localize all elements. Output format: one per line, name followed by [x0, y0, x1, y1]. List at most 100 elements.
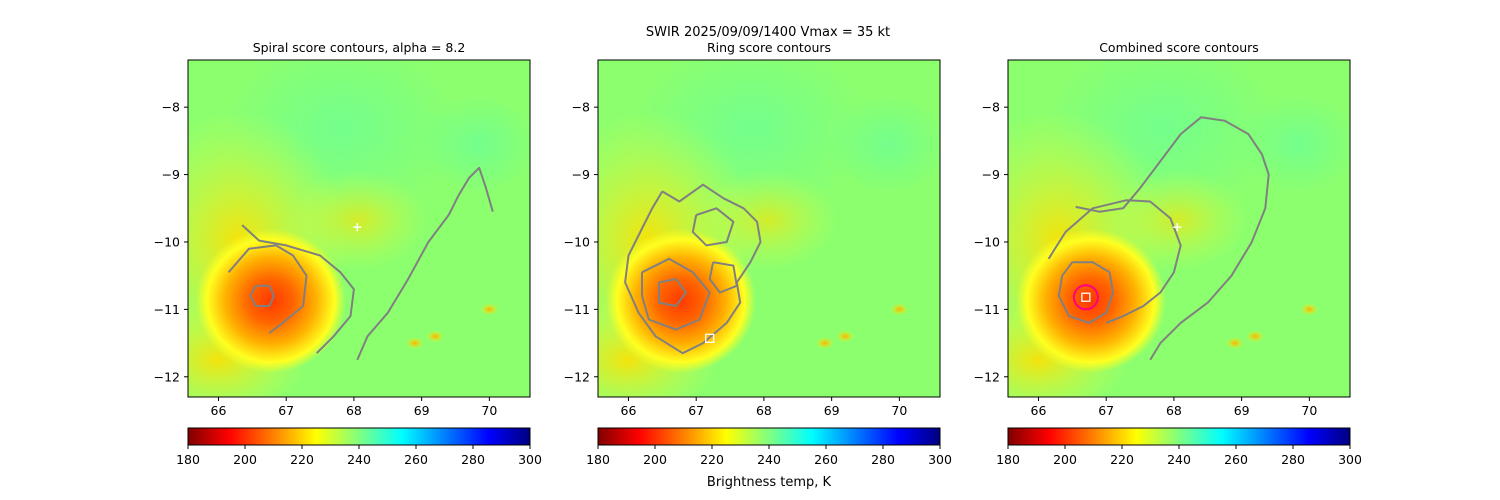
panel-ring: Ring score contours 66 67 68 69 70 −8 −9 −10 −11…	[564, 40, 941, 418]
center-plus-marker	[1173, 223, 1182, 232]
brightness-temp-image	[188, 60, 530, 397]
x-tick-label: 69	[824, 403, 840, 418]
colorbar-tick-label: 180	[996, 452, 1020, 467]
y-tick-label: −8	[572, 100, 590, 115]
cloud-spot	[1225, 337, 1244, 350]
colorbar-tick-label: 220	[700, 452, 724, 467]
score-contour	[1075, 116, 1270, 361]
y-tick-label: −10	[564, 234, 590, 249]
colorbar-tick-label: 240	[757, 452, 781, 467]
y-tick-label: −9	[982, 167, 1000, 182]
score-contour	[249, 284, 275, 307]
score-contour	[356, 166, 494, 361]
panel-title: Combined score contours	[1099, 40, 1259, 55]
cloud-spot	[1246, 330, 1265, 343]
y-tick-label: −8	[982, 100, 1000, 115]
panel-spiral: Spiral score contours, alpha = 8.2 66 67 6…	[154, 40, 531, 418]
colorbar-tick-label: 180	[176, 452, 200, 467]
axes-frame	[597, 59, 941, 398]
colorbar-gradient	[597, 427, 941, 446]
x-tick-label: 68	[756, 403, 772, 418]
colorbar-tick-label: 300	[1338, 452, 1362, 467]
x-tick-label: 67	[688, 403, 704, 418]
warm-band	[698, 170, 838, 270]
cloud-spot	[480, 303, 499, 316]
score-contour	[227, 244, 308, 334]
y-tick-label: −9	[162, 167, 180, 182]
cloud-spot	[426, 330, 445, 343]
colorbar-tick-label: 220	[290, 452, 314, 467]
center-square-marker	[705, 333, 715, 344]
x-tick-label: 68	[346, 403, 362, 418]
center-plus-marker	[353, 223, 362, 232]
x-tick-label: 69	[1234, 403, 1250, 418]
x-tick-label: 70	[891, 403, 907, 418]
x-tick-label: 66	[1031, 403, 1047, 418]
score-contour	[624, 183, 762, 355]
colorbar-tick-label: 280	[1281, 452, 1305, 467]
axes-frame	[187, 59, 531, 398]
x-tick-label: 67	[278, 403, 294, 418]
center-circle-marker	[1072, 284, 1099, 311]
y-tick-label: −11	[974, 302, 1000, 317]
score-contour	[691, 207, 735, 247]
cloud-spot	[405, 337, 424, 350]
brightness-temp-image	[598, 60, 940, 397]
score-contour	[708, 261, 738, 294]
y-tick-label: −12	[154, 369, 180, 384]
cloud-spot	[836, 330, 855, 343]
score-contour	[241, 224, 355, 354]
colorbar-tick-label: 260	[814, 452, 838, 467]
colorbar-tick-label: 300	[928, 452, 952, 467]
cool-region	[1238, 94, 1350, 195]
colorbar-label: Brightness temp, K	[707, 475, 832, 490]
colorbar-tick-label: 200	[233, 452, 257, 467]
brightness-temp-image	[1008, 60, 1350, 397]
panel-title: Spiral score contours, alpha = 8.2	[253, 40, 466, 55]
colorbar-tick-label: 260	[404, 452, 428, 467]
colorbar-tick-label: 280	[461, 452, 485, 467]
cloud-spot	[815, 337, 834, 350]
x-tick-label: 70	[481, 403, 497, 418]
colorbar-tick-label: 280	[871, 452, 895, 467]
panel-combined: Combined score contours 66 67 68 69 70 −8 −9 −1…	[974, 40, 1351, 418]
colorbar-1: 180 200 220 240 260 280 300	[176, 427, 542, 467]
y-tick-label: −12	[564, 369, 590, 384]
x-tick-label: 66	[621, 403, 637, 418]
colorbar-tick-label: 260	[1224, 452, 1248, 467]
cool-region	[418, 94, 530, 195]
y-tick-label: −11	[564, 302, 590, 317]
x-tick-label: 66	[211, 403, 227, 418]
colorbar-tick-label: 300	[518, 452, 542, 467]
colorbar-gradient	[1007, 427, 1351, 446]
colorbar-3: 180 200 220 240 260 280 300	[996, 427, 1362, 467]
warm-band	[1108, 170, 1248, 270]
x-tick-label: 70	[1301, 403, 1317, 418]
y-tick-label: −8	[162, 100, 180, 115]
colorbar-tick-label: 180	[586, 452, 610, 467]
score-contour	[658, 278, 687, 307]
y-tick-label: −9	[572, 167, 590, 182]
panel-title: Ring score contours	[707, 40, 831, 55]
cloud-spot	[890, 303, 909, 316]
figure-suptitle: SWIR 2025/09/09/1400 Vmax = 35 kt	[646, 25, 890, 40]
y-tick-label: −12	[974, 369, 1000, 384]
y-tick-label: −10	[974, 234, 1000, 249]
y-tick-label: −11	[154, 302, 180, 317]
cloud-spot	[1300, 303, 1319, 316]
colorbar-tick-label: 220	[1110, 452, 1134, 467]
warm-band	[288, 170, 428, 270]
x-tick-label: 67	[1098, 403, 1114, 418]
colorbar-tick-label: 240	[347, 452, 371, 467]
center-square-marker	[1081, 292, 1091, 302]
colorbar-tick-label: 200	[1053, 452, 1077, 467]
score-contour	[1057, 261, 1114, 324]
score-contour	[641, 257, 711, 331]
colorbar-tick-label: 200	[643, 452, 667, 467]
cool-region	[828, 94, 940, 195]
cold-cloud-core	[1015, 228, 1166, 373]
axes-frame	[1007, 59, 1351, 398]
x-tick-label: 69	[414, 403, 430, 418]
colorbar-2: 180 200 220 240 260 280 300	[586, 427, 952, 467]
